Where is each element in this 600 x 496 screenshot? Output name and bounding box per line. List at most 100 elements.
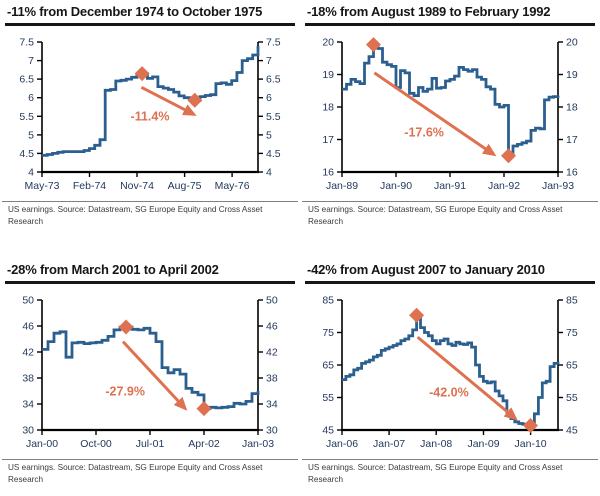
decline-label: -17.6% [404,125,444,139]
y-tick-label-left: 6.5 [19,74,34,86]
x-tick-label: Nov-74 [120,180,154,192]
x-tick-label: Jul-01 [136,438,165,450]
x-tick-label: May-73 [24,180,59,192]
earnings-line [42,45,260,157]
y-tick-label-left: 4.5 [19,148,34,160]
trough-marker [187,92,203,108]
y-tick-label-left: 19 [322,69,334,81]
y-tick-label-right: 20 [566,37,578,49]
x-tick-label: Apr-02 [188,438,220,450]
y-tick-label-left: 50 [22,295,34,307]
x-tick-label: Jan-03 [242,438,274,450]
y-tick-label-right: 50 [266,295,278,307]
y-tick-label-right: 6 [266,92,272,104]
chart-panel-2002: -28% from March 2001 to April 2002 30 30 3… [0,248,300,496]
source-divider [302,201,598,202]
peak-marker [409,307,425,323]
x-tick-label: Jan-00 [26,438,58,450]
y-tick-label-left: 6 [28,92,34,104]
trough-marker [196,401,212,417]
y-tick-label-left: 4 [28,167,34,179]
source-note: US earnings. Source: Datastream, SG Euro… [308,205,563,227]
y-tick-label-right: 7 [266,55,272,67]
y-tick-label-right: 19 [566,69,578,81]
y-tick-label-left: 7 [28,55,34,67]
y-tick-label-right: 5 [266,129,272,141]
y-tick-label-right: 42 [266,347,278,359]
y-tick-label-right: 34 [266,399,278,411]
decline-label: -42.0% [429,386,469,400]
y-tick-label-right: 4.5 [266,148,281,160]
y-tick-label-left: 42 [22,347,34,359]
y-tick-label-right: 65 [566,360,578,372]
decline-label: -11.4% [131,109,170,123]
line-chart: 16 16 17 17 18 18 19 19 20 20 Jan-89 Jan-90 Jan-91 Ja… [322,37,578,193]
chart-title: -11% from December 1974 to October 1975 [7,4,263,19]
y-tick-label-left: 5.5 [19,111,34,123]
y-tick-label-left: 30 [22,425,34,437]
y-tick-label-right: 4 [266,167,272,179]
y-tick-label-left: 5 [28,129,34,141]
x-tick-label: Jan-08 [420,438,452,450]
y-tick-label-right: 30 [266,425,278,437]
y-tick-label-left: 55 [322,392,334,404]
chart-title: -28% from March 2001 to April 2002 [7,262,219,277]
chart-panel-1992: -18% from August 1989 to February 1992 1… [300,0,600,248]
source-note: US earnings. Source: Datastream, SG Euro… [8,205,263,227]
x-tick-label: Jan-07 [373,438,405,450]
x-tick-label: Jan-93 [542,180,574,192]
x-tick-label: Jan-06 [326,438,358,450]
y-tick-label-right: 45 [566,425,578,437]
peak-marker [118,319,134,335]
decline-arrow [140,85,197,116]
y-tick-label-right: 7.5 [266,37,281,49]
y-tick-label-right: 18 [566,102,578,114]
decline-arrow [373,71,497,157]
peak-marker [366,37,381,53]
chart-title: -18% from August 1989 to February 1992 [307,4,551,19]
x-tick-label: Jan-10 [515,438,547,450]
y-tick-label-left: 75 [322,327,334,339]
y-tick-label-left: 18 [322,102,334,114]
y-tick-label-left: 34 [22,399,34,411]
decline-label: -27.9% [105,385,145,399]
decline-arrow [121,340,188,411]
y-tick-label-right: 75 [566,327,578,339]
x-tick-label: Jan-90 [380,180,412,192]
title-underline [5,23,295,26]
y-tick-label-left: 65 [322,360,334,372]
y-tick-label-left: 16 [322,167,334,179]
line-chart: 4 4 4.5 4.5 5 5 5.5 5.5 6 6 6.5 6.5 7 7 7.5 7.5 May-73 Fe… [19,37,281,193]
x-tick-label: Jan-09 [467,438,499,450]
y-tick-label-left: 46 [22,321,34,333]
title-underline [305,23,595,26]
source-divider [302,459,598,460]
y-tick-label-right: 85 [566,295,578,307]
x-tick-label: Aug-75 [168,180,202,192]
peak-marker [134,66,150,82]
source-note: US earnings. Source: Datastream, SG Euro… [308,463,563,485]
x-tick-label: May-76 [215,180,250,192]
title-underline [5,281,295,284]
trough-marker [523,418,538,433]
y-tick-label-right: 46 [266,321,278,333]
source-divider [2,201,298,202]
y-tick-label-right: 55 [566,392,578,404]
line-chart: 45 45 55 55 65 65 75 75 85 85 Jan-06 Jan-07 Jan-08 Ja… [322,295,578,451]
y-tick-label-right: 16 [566,167,578,179]
decline-arrow [416,335,518,421]
y-tick-label-left: 38 [22,373,34,385]
x-tick-label: Feb-74 [73,180,106,192]
y-tick-label-left: 45 [322,425,334,437]
chart-title: -42% from August 2007 to January 2010 [307,262,545,277]
source-divider [2,459,298,460]
earnings-line [42,325,260,410]
y-tick-label-right: 6.5 [266,74,281,86]
chart-panel-1975: -11% from December 1974 to October 1975 … [0,0,300,248]
y-tick-label-left: 20 [322,37,334,49]
y-tick-label-left: 7.5 [19,37,34,49]
title-underline [305,281,595,284]
chart-panel-2010: -42% from August 2007 to January 2010 45… [300,248,600,496]
x-tick-label: Jan-91 [434,180,466,192]
